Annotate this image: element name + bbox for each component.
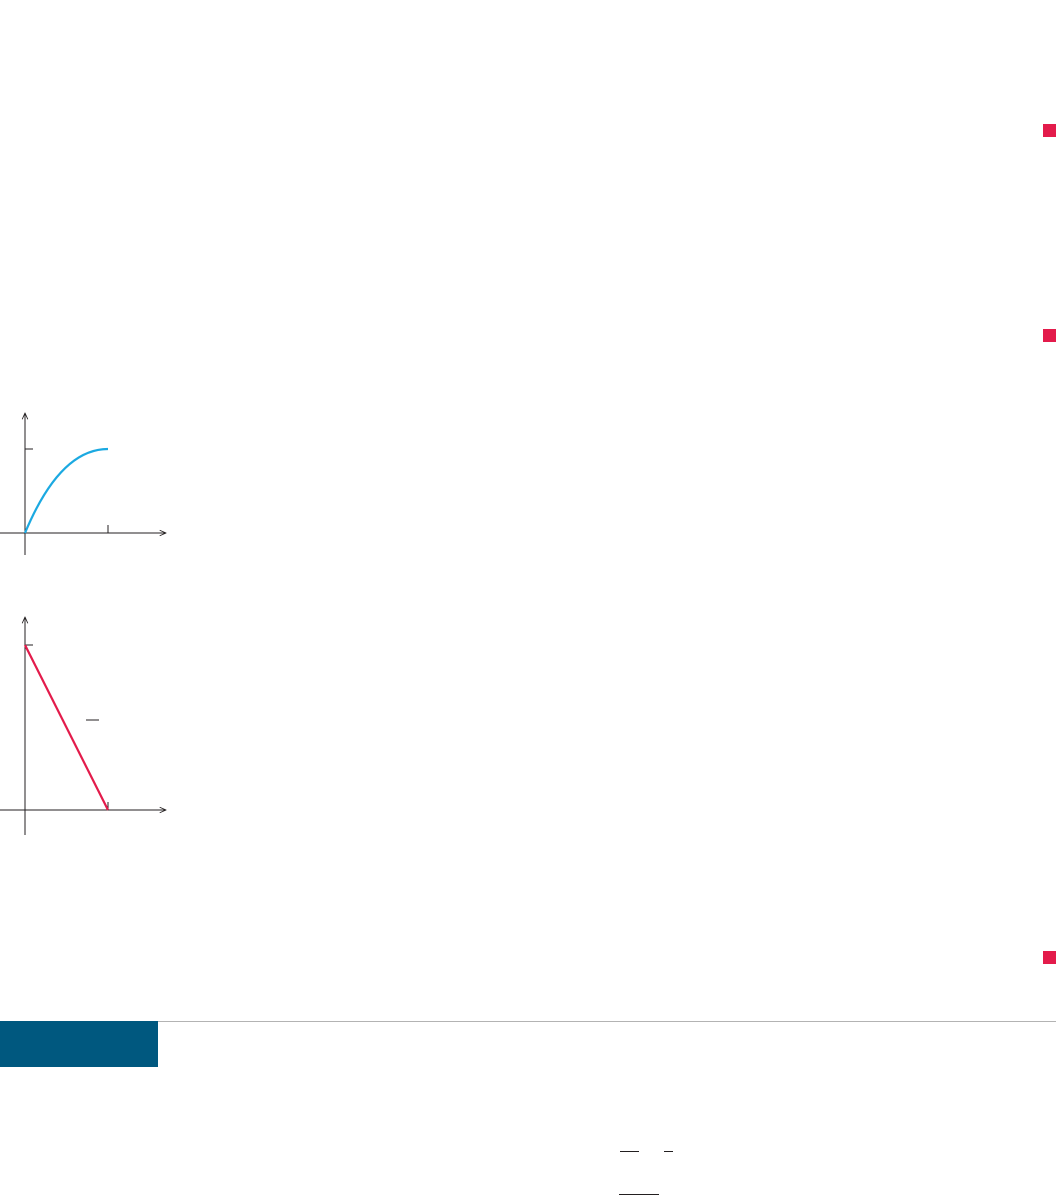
graph-bottom: [0, 610, 180, 835]
section-header-bar: [0, 1021, 158, 1067]
fraction-bar-3: [619, 1194, 659, 1195]
margin-marker-2: [1043, 329, 1056, 342]
margin-marker-1: [1043, 124, 1056, 137]
fraction-bar-2: [664, 1151, 673, 1152]
fraction-bar-1: [620, 1151, 639, 1152]
blue-curve: [23, 447, 109, 534]
graph-top: [0, 400, 180, 555]
section-divider: [158, 1021, 1056, 1022]
red-line: [24, 644, 109, 811]
margin-marker-3: [1043, 951, 1056, 964]
